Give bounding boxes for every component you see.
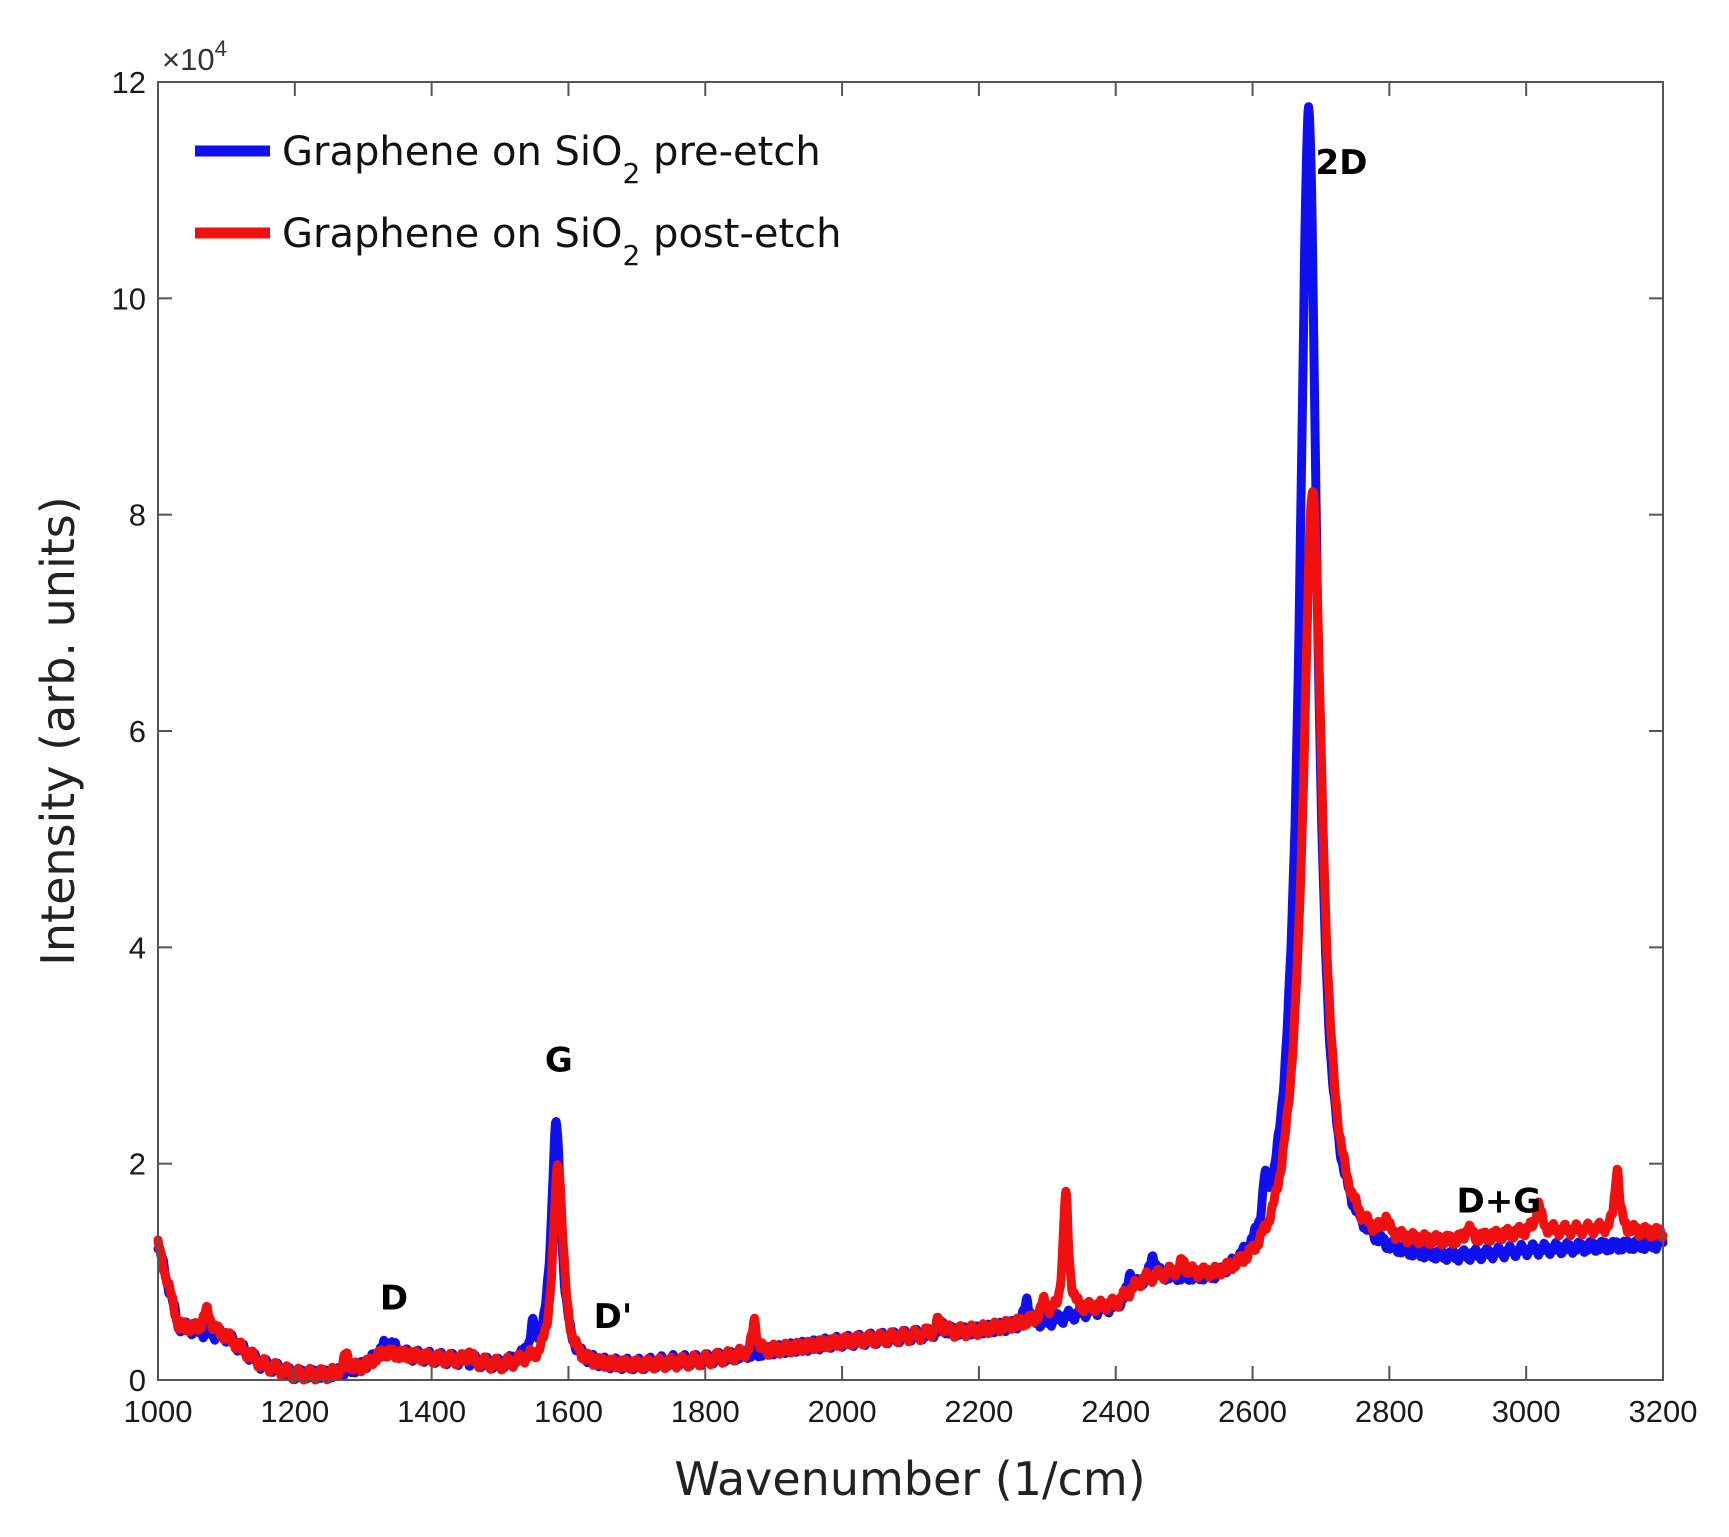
y-axis-label: Intensity (arb. units) (31, 496, 85, 965)
x-tick-label: 1800 (671, 1394, 740, 1429)
series-line-post-etch (153, 487, 1668, 1385)
x-tick-label: 3200 (1629, 1394, 1698, 1429)
legend: Graphene on SiO2 pre-etch Graphene on SiO… (195, 129, 842, 272)
x-tick-label: 2800 (1355, 1394, 1424, 1429)
peak-label: D+G (1457, 1181, 1542, 1221)
ticks-layer: 1000 1200 1400 1600 1800 2000 2200 2400 2600 2800… (112, 65, 1698, 1429)
x-tick-label: 1200 (260, 1394, 329, 1429)
x-axis-label: Wavenumber (1/cm) (674, 1452, 1145, 1506)
y-multiplier-exp: 4 (215, 36, 227, 61)
x-tick-label: 1400 (397, 1394, 466, 1429)
y-tick-label: 12 (112, 65, 146, 100)
y-tick-label: 8 (129, 498, 146, 533)
legend-entry: Graphene on SiO2 post-etch (282, 211, 842, 272)
x-tick-label: 3000 (1492, 1394, 1561, 1429)
peak-label: D (380, 1279, 408, 1319)
x-tick-label: 1600 (534, 1394, 603, 1429)
x-tick-label: 2200 (944, 1394, 1013, 1429)
y-tick-label: 2 (129, 1147, 146, 1182)
annotations-layer: D G D' 2D D+G (380, 143, 1541, 1337)
y-tick-label: 6 (129, 714, 146, 749)
x-tick-label: 1000 (124, 1394, 193, 1429)
x-tick-label: 2000 (808, 1394, 877, 1429)
y-tick-label: 4 (129, 930, 146, 965)
y-tick-label: 0 (129, 1363, 146, 1398)
x-tick-label: 2600 (1218, 1394, 1287, 1429)
peak-label: 2D (1316, 143, 1368, 183)
data-layer (153, 102, 1668, 1385)
legend-entry: Graphene on SiO2 pre-etch (282, 129, 821, 190)
y-tick-label: 10 (112, 281, 146, 316)
y-multiplier: ×104 (162, 36, 227, 77)
peak-label: G (545, 1041, 573, 1081)
peak-label: D' (594, 1297, 633, 1337)
plot-area (158, 82, 1663, 1380)
x-tick-label: 2400 (1081, 1394, 1150, 1429)
